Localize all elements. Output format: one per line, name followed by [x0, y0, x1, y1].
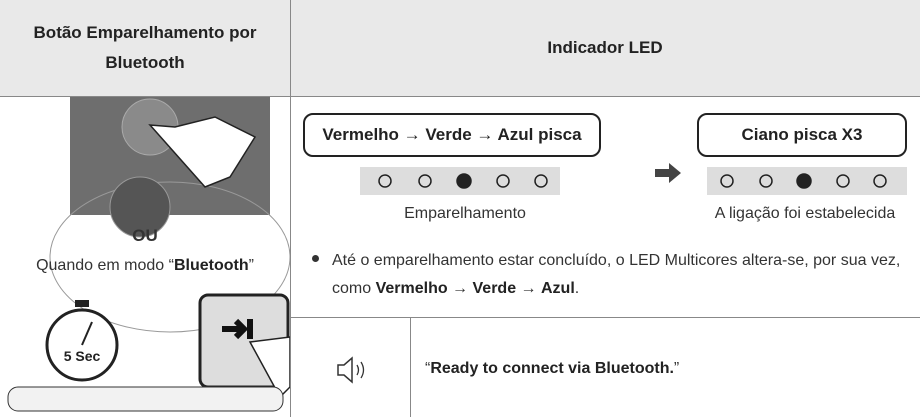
- text-part: ”: [673, 360, 680, 377]
- led-callout: Vermelho → Verde → Azul pisca: [303, 113, 601, 157]
- speaker-icon: [337, 356, 365, 384]
- or-label: OU: [132, 226, 158, 245]
- illustrations: [7, 97, 290, 412]
- text-bold: Azul: [540, 280, 575, 297]
- column-divider: [290, 0, 291, 417]
- voice-text: “Ready to connect via Bluetooth.”: [425, 360, 679, 378]
- text-bold: Bluetooth: [173, 257, 249, 274]
- play-button: [109, 176, 171, 238]
- arrow: [655, 163, 681, 183]
- text-part: “: [425, 360, 431, 377]
- led-dots: [378, 173, 887, 189]
- led-caption: Emparelhamento: [404, 205, 526, 222]
- input-icon: [222, 318, 253, 340]
- header-left: Botão Emparelhamento por Bluetooth: [33, 23, 257, 72]
- icon-divider: [410, 317, 411, 417]
- bullet: [312, 255, 319, 262]
- hand: [148, 116, 257, 188]
- soundbar: [7, 386, 284, 412]
- row-divider: [290, 317, 920, 318]
- text-part: .: [574, 280, 580, 297]
- text-bold: Verde: [472, 280, 517, 297]
- text-bold: Ready to connect via Bluetooth.: [430, 360, 674, 377]
- text-part: Quando em modo “: [36, 257, 174, 274]
- hand-2: [248, 336, 290, 399]
- timer-label: 5 Sec: [63, 348, 101, 364]
- text-part: →: [516, 280, 541, 297]
- timer-knob: [75, 300, 89, 307]
- note: Até o emparelhamento estar concluído, o …: [332, 247, 902, 303]
- header-right: Indicador LED: [290, 0, 920, 97]
- led-caption: A ligação foi estabelecida: [714, 205, 896, 222]
- timer-hand: [81, 321, 93, 346]
- header-left-cell: Botão Emparelhamento por Bluetooth: [0, 0, 290, 97]
- text-part: ”: [248, 257, 254, 274]
- remote-ring: [49, 181, 290, 333]
- text-part: Até o emparelhamento estar concluído, o …: [332, 252, 901, 297]
- led-callout: Ciano pisca X3: [697, 113, 907, 157]
- mode-text: Quando em modo “Bluetooth”: [0, 257, 290, 275]
- text-bold: Vermelho: [375, 280, 448, 297]
- text-part: →: [447, 280, 473, 297]
- led-diagrams: [360, 163, 907, 195]
